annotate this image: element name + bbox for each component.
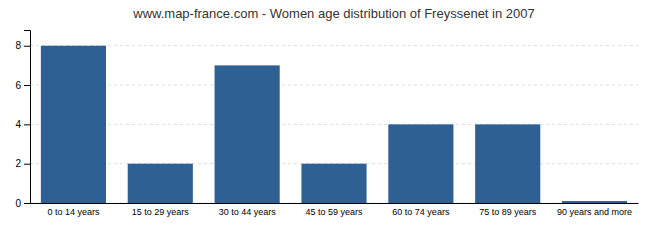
x-axis: 0 to 14 years 15 to 29 years 30 to 44 year… (31, 204, 639, 218)
tick-label: 0 (15, 198, 21, 209)
tick-label: 4 (15, 119, 21, 130)
tick-label: 30 to 44 years (219, 207, 277, 217)
y-axis: 0 2 4 6 8 (15, 31, 30, 209)
grid (30, 46, 638, 203)
tick-label: 90 years and more (557, 207, 632, 217)
tick-label: 75 to 89 years (479, 207, 537, 217)
tick: 15 to 29 years (132, 207, 190, 217)
bar (562, 201, 627, 203)
tick: 8 (15, 40, 30, 51)
tick-mark (24, 46, 30, 47)
tick: 0 to 14 years (47, 207, 100, 217)
tick: 75 to 89 years (479, 207, 537, 217)
tick: 60 to 74 years (392, 207, 450, 217)
grid-line (30, 45, 638, 46)
grid-line (30, 85, 638, 86)
tick-label: 8 (15, 40, 21, 51)
tick-label: 60 to 74 years (392, 207, 450, 217)
bar (41, 46, 106, 203)
bar (475, 124, 540, 203)
tick: 6 (15, 80, 30, 91)
tick: 45 to 59 years (305, 207, 363, 217)
tick-label: 6 (15, 80, 21, 91)
tick: 2 (15, 158, 30, 169)
bar (215, 65, 280, 203)
bars (41, 46, 627, 203)
axis-line (24, 31, 31, 204)
bar (388, 124, 453, 203)
tick: 0 (15, 198, 30, 209)
tick: 90 years and more (557, 207, 632, 217)
chart: 0 2 4 6 8 0 to 14 years 15 to 29 years 30 to 44… (0, 0, 650, 229)
tick-mark (24, 85, 30, 86)
tick-label: 45 to 59 years (305, 207, 363, 217)
plot: 0 2 4 6 8 0 to 14 years 15 to 29 years 30 to 44… (15, 31, 638, 218)
title: www.map-france.com - Women age distribut… (132, 6, 535, 21)
tick-label: 0 to 14 years (47, 207, 100, 217)
tick-label: 15 to 29 years (132, 207, 190, 217)
axis-line (31, 203, 639, 204)
tick-mark (24, 203, 30, 204)
tick-label: 2 (15, 158, 21, 169)
grid-line (30, 124, 638, 125)
tick: 4 (15, 119, 30, 130)
tick: 30 to 44 years (219, 207, 277, 217)
tick-mark (24, 164, 30, 165)
tick-mark (24, 124, 30, 125)
bar (301, 164, 366, 203)
bar (128, 164, 193, 203)
